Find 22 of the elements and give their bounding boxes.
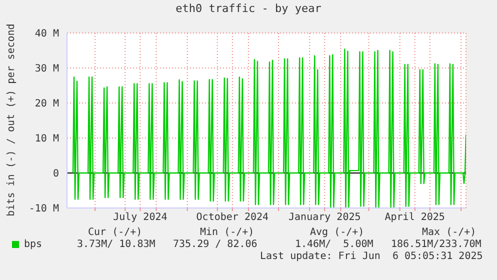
text: Avg (-/+) [310, 227, 364, 238]
y-tick-label: 10 M [34, 134, 59, 145]
y-tick-label: -10 M [28, 204, 59, 215]
x-tick-label: October 2024 [196, 212, 269, 224]
text: 3.73M/ 10.83M [77, 239, 156, 250]
text: Cur (-/+) [88, 227, 142, 238]
x-tick-label: January 2025 [288, 212, 361, 224]
text: Min (-/+) [200, 227, 254, 238]
y-tick-label: 20 M [34, 98, 59, 110]
y-axis-title: bits in (-) / out (+) per second [5, 22, 18, 218]
text: 1.46M/ 5.00M [295, 239, 374, 250]
x-tick-label: April 2025 [384, 212, 445, 224]
text: Max (-/+) [422, 227, 476, 238]
text: 735.29 / 82.06 [173, 239, 258, 250]
legend-label: bps [24, 239, 42, 250]
y-tick-label: 40 M [34, 28, 59, 40]
chart-title: eth0 traffic - by year [174, 2, 322, 15]
y-tick-label: 30 M [34, 64, 59, 75]
y-tick-label: 0 [52, 168, 59, 180]
text: 186.51M/233.70M [391, 239, 482, 250]
x-tick-label: July 2024 [113, 212, 168, 224]
text: Last update: Fri Jun 6 05:05:31 2025 [260, 251, 483, 262]
